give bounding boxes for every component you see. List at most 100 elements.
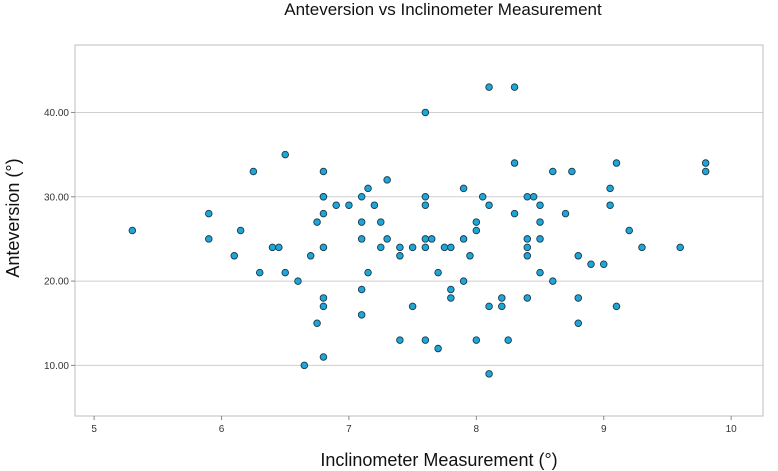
data-point (701, 167, 710, 176)
y-axis-ticks: 10.00 20.00 30.00 40.00 (44, 108, 75, 372)
data-point (510, 159, 519, 167)
data-point (459, 235, 468, 243)
data-point (523, 294, 532, 302)
data-point (377, 218, 385, 226)
data-point (447, 285, 455, 294)
data-point (523, 193, 532, 201)
data-point (447, 243, 455, 252)
x-tick-label: 5 (91, 424, 97, 435)
data-point (523, 252, 532, 260)
data-point (701, 159, 710, 167)
data-point (447, 294, 455, 302)
data-point (357, 235, 366, 243)
data-point (294, 277, 302, 285)
data-point (421, 201, 430, 209)
data-point (281, 150, 289, 159)
data-point (230, 252, 239, 260)
data-point (205, 209, 213, 218)
data-point (485, 370, 493, 378)
data-point (383, 176, 391, 184)
data-point (370, 201, 379, 209)
data-point (434, 344, 442, 353)
data-point (478, 193, 487, 201)
data-point (472, 218, 481, 226)
data-point (549, 277, 557, 285)
data-point (396, 243, 404, 252)
data-point (612, 159, 621, 167)
data-point (319, 167, 328, 176)
data-point (319, 243, 328, 252)
data-point (574, 252, 583, 260)
data-point (536, 201, 544, 209)
data-point (128, 226, 137, 235)
x-axis-label: Inclinometer Measurement (°) (320, 450, 557, 470)
data-point (421, 243, 430, 252)
data-point (568, 167, 576, 176)
data-point (205, 235, 213, 243)
data-point (472, 226, 481, 235)
data-point (332, 201, 340, 209)
data-point (236, 226, 245, 235)
data-point (357, 193, 366, 201)
data-point (549, 167, 557, 176)
x-tick-label: 7 (346, 424, 352, 435)
data-point (255, 268, 264, 277)
data-point (383, 235, 391, 243)
data-point (561, 209, 570, 218)
data-point (357, 311, 366, 319)
data-point (249, 167, 258, 176)
data-point (364, 184, 372, 193)
x-axis-ticks: 5 6 7 8 9 10 (91, 416, 737, 435)
data-point (427, 235, 436, 243)
gridlines (75, 111, 763, 366)
data-point (396, 336, 404, 344)
data-point (357, 218, 366, 226)
data-point (313, 319, 321, 328)
data-point (421, 235, 430, 243)
data-point (510, 83, 519, 91)
data-point (306, 252, 315, 260)
data-point (599, 260, 608, 268)
data-point (510, 209, 519, 218)
data-point (313, 218, 321, 226)
data-point (529, 193, 538, 201)
data-point (638, 243, 646, 252)
data-point (536, 218, 544, 226)
y-axis-label: Anteversion (°) (3, 158, 23, 277)
x-tick-label: 10 (726, 424, 738, 435)
data-point (408, 243, 417, 252)
data-point (498, 302, 506, 311)
data-point (606, 201, 614, 209)
data-point (523, 243, 532, 252)
data-point (606, 184, 614, 193)
data-point (319, 353, 328, 361)
data-point (485, 201, 493, 209)
data-point (676, 243, 684, 252)
data-point (345, 201, 353, 209)
data-point (504, 336, 512, 344)
data-point (459, 277, 468, 285)
chart-title: Anteversion vs Inclinometer Measurement (284, 0, 602, 19)
x-tick-label: 8 (474, 424, 480, 435)
data-point (459, 184, 468, 193)
data-point (574, 319, 583, 328)
data-point (421, 193, 430, 201)
data-point (625, 226, 633, 235)
data-point (434, 268, 442, 277)
data-point (300, 361, 309, 370)
data-point (319, 209, 328, 218)
x-tick-label: 6 (219, 424, 225, 435)
data-point (421, 108, 430, 117)
data-point (485, 83, 493, 91)
data-point (319, 193, 328, 201)
data-point (319, 302, 328, 311)
data-point (574, 294, 583, 302)
y-tick-label: 40.00 (44, 108, 69, 119)
y-tick-label: 20.00 (44, 277, 69, 288)
data-point (319, 294, 328, 302)
y-tick-label: 30.00 (44, 192, 69, 203)
data-point (357, 285, 366, 294)
x-tick-label: 9 (601, 424, 607, 435)
data-point (466, 252, 474, 260)
